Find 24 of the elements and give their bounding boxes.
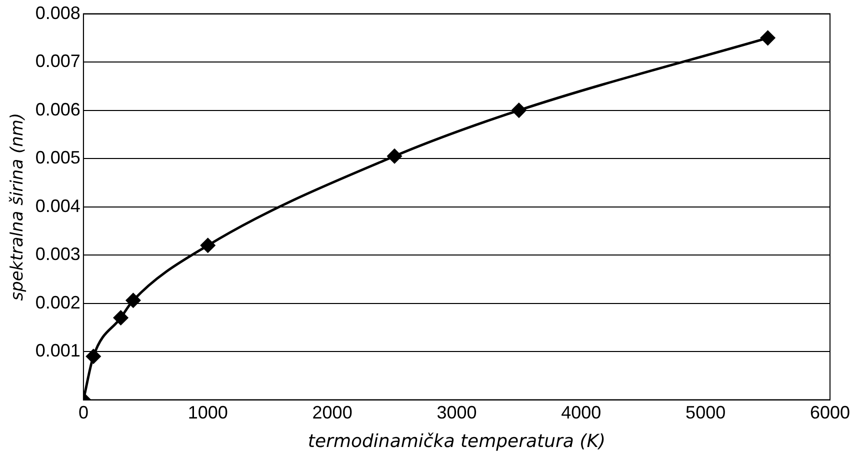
y-tick-label: 0.008 xyxy=(35,2,80,23)
point xyxy=(760,30,776,46)
x-axis-title: termodinamička temperatura (K) xyxy=(308,430,606,452)
x-tick-label: 1000 xyxy=(188,402,228,423)
y-tick-label: 0.003 xyxy=(35,244,80,264)
y-tick-label: 0.007 xyxy=(35,51,80,72)
point xyxy=(200,238,216,253)
x-tick-label: 2000 xyxy=(312,402,352,423)
y-tick-label: 0.005 xyxy=(35,148,80,168)
point xyxy=(387,148,402,164)
x-tick-label: 6000 xyxy=(810,402,850,423)
x-tick-label: 4000 xyxy=(561,402,602,423)
point xyxy=(512,103,526,118)
y-tick-label: 0.006 xyxy=(35,99,80,120)
point xyxy=(126,293,140,308)
y-axis-title: spektralna širina (nm) xyxy=(8,112,28,301)
point xyxy=(114,310,128,326)
x-tick-label: 0 xyxy=(78,402,88,423)
point xyxy=(86,349,101,364)
x-tick-label: 3000 xyxy=(436,402,477,423)
y-tick-label: 0.004 xyxy=(35,196,80,216)
y-tick-label: 0.001 xyxy=(35,340,80,361)
x-tick-label: 5000 xyxy=(686,402,726,423)
y-tick-label: 0.002 xyxy=(35,292,80,312)
